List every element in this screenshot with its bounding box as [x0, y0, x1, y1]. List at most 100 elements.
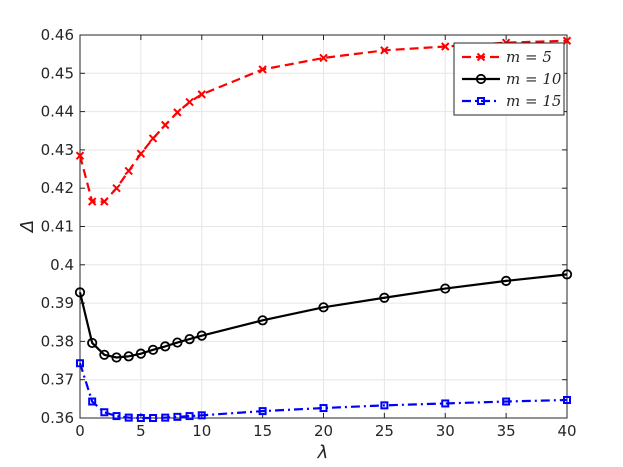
data-point: [441, 42, 450, 51]
x-tick-label: 30: [436, 422, 455, 440]
legend: m = 5 m = 10 m = 15: [453, 42, 565, 116]
x-tick-label: 25: [375, 422, 394, 440]
data-point: [149, 414, 158, 422]
series-2: [74, 269, 573, 363]
data-point: [501, 275, 512, 286]
data-point: [123, 351, 134, 362]
legend-entry: m = 10: [462, 70, 562, 88]
data-point: [99, 349, 110, 360]
data-point: [136, 149, 146, 158]
y-tick-label: 0.42: [41, 179, 74, 197]
y-tick-label: 0.38: [41, 332, 74, 350]
legend-marker: [477, 97, 485, 105]
data-point: [100, 408, 109, 417]
data-point: [161, 413, 170, 422]
marker-stroke: [258, 65, 267, 74]
y-tick-label: 0.4: [50, 256, 74, 274]
y-tick-label: 0.39: [41, 294, 74, 312]
legend-label: m = 10: [506, 70, 562, 88]
data-point: [74, 287, 86, 298]
x-tick-label: 20: [314, 422, 333, 440]
data-point: [318, 302, 329, 313]
legend-label: m = 5: [506, 48, 552, 66]
data-point: [380, 401, 389, 410]
data-point: [561, 269, 573, 280]
data-point: [147, 344, 159, 355]
data-point: [135, 348, 146, 359]
data-point: [441, 399, 450, 408]
data-point: [196, 330, 207, 341]
data-point: [173, 412, 182, 421]
series-line: [78, 362, 568, 420]
data-point: [112, 412, 121, 421]
legend-marker: [476, 52, 486, 62]
y-tick-label: 0.41: [41, 218, 74, 236]
axis-ticks: 0 5 10 15 20 25 30 35 40 0.36 0.37 0.38 0.39 0.4 0.41 0…: [41, 26, 577, 440]
data-point: [76, 359, 84, 368]
data-point: [88, 397, 97, 406]
data-point: [111, 352, 122, 363]
series-3: [76, 359, 571, 422]
y-tick-label: 0.46: [41, 26, 74, 44]
data-point: [197, 90, 206, 99]
marker-stroke: [100, 197, 109, 206]
data-point: [319, 53, 328, 63]
y-tick-label: 0.44: [41, 103, 74, 121]
data-point: [379, 292, 390, 303]
data-point: [124, 413, 133, 422]
data-point: [87, 197, 97, 206]
marker-stroke: [173, 108, 182, 117]
y-axis-label: Δ: [17, 220, 38, 234]
data-point: [100, 197, 109, 206]
data-point: [75, 151, 85, 160]
x-axis-label: λ: [317, 442, 329, 463]
data-point: [197, 411, 206, 420]
x-tick-label: 10: [192, 422, 211, 440]
data-point: [380, 46, 389, 55]
data-point: [173, 108, 182, 117]
marker-stroke: [161, 120, 170, 130]
y-tick-label: 0.37: [41, 371, 74, 389]
marker-stroke: [148, 134, 158, 143]
marker-stroke: [562, 36, 572, 45]
marker-stroke: [87, 197, 97, 206]
data-point: [136, 414, 145, 422]
marker-stroke: [75, 151, 85, 160]
legend-label: m = 15: [506, 92, 561, 110]
y-tick-label: 0.43: [41, 141, 74, 159]
data-point: [319, 404, 328, 413]
x-tick-label: 35: [497, 422, 516, 440]
marker-stroke: [124, 166, 133, 176]
marker-stroke: [476, 52, 486, 62]
data-point: [562, 36, 572, 45]
marker-stroke: [441, 42, 450, 51]
data-point: [258, 407, 267, 416]
x-tick-label: 40: [557, 422, 576, 440]
y-tick-label: 0.36: [41, 409, 74, 427]
data-point: [184, 334, 195, 345]
marker-stroke: [185, 97, 194, 107]
data-point: [258, 65, 267, 74]
legend-entry: m = 5: [462, 48, 552, 66]
data-point: [148, 134, 158, 143]
legend-entry: m = 15: [462, 92, 561, 110]
marker-stroke: [136, 149, 146, 158]
data-point: [502, 397, 511, 406]
data-point: [257, 315, 268, 326]
data-point: [172, 337, 183, 348]
data-point: [185, 97, 194, 107]
marker-stroke: [380, 46, 389, 55]
x-tick-label: 0: [75, 422, 85, 440]
data-point: [160, 341, 171, 352]
data-point: [563, 395, 571, 404]
x-tick-label: 15: [253, 422, 272, 440]
data-point: [161, 120, 170, 130]
marker-stroke: [112, 183, 121, 193]
x-tick-label: 5: [136, 422, 146, 440]
marker-stroke: [319, 53, 328, 63]
y-tick-label: 0.45: [41, 64, 74, 82]
data-point: [112, 183, 121, 193]
data-point: [124, 166, 133, 176]
